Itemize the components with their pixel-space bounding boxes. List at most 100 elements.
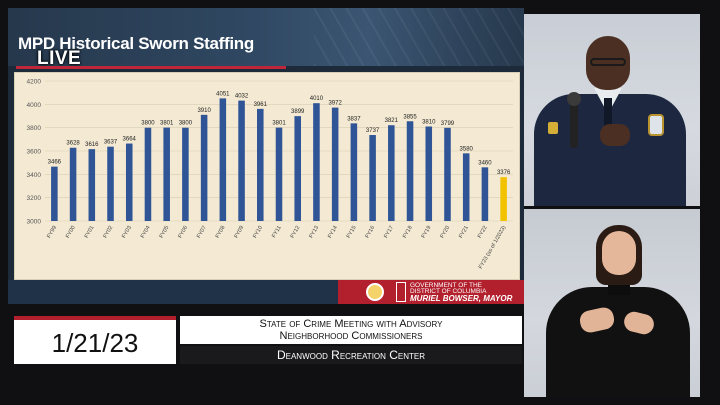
chart-bar — [350, 123, 358, 221]
venue-box: Deanwood Recreation Center — [180, 346, 522, 364]
x-tick-label: FY02 — [102, 225, 114, 239]
x-tick-label: FY15 — [346, 225, 358, 239]
x-tick-label: FY04 — [140, 225, 152, 239]
chart-bar — [125, 143, 133, 221]
bar-value-label: 3466 — [48, 160, 62, 166]
interpreter-face — [602, 231, 636, 275]
chart-bar — [238, 100, 245, 221]
bar-value-label: 3972 — [328, 101, 342, 107]
bar-value-label: 3800 — [141, 121, 155, 127]
chart-bar — [500, 177, 507, 221]
x-tick-label: FY17 — [383, 225, 395, 239]
slide-title: MPD Historical Sworn Staffing — [18, 34, 254, 53]
staffing-chart: 3000 3200 3400 3600 3800 4000 4200 3466 3628 361… — [14, 72, 520, 280]
x-tick-label: FY12 — [290, 225, 302, 239]
event-date: 1/21/23 — [51, 328, 139, 358]
x-tick-label: FY10 — [252, 225, 264, 239]
chart-y-ticks: 3000 3200 3400 3600 3800 4000 4200 — [27, 79, 42, 226]
chart-bar — [275, 127, 283, 221]
sign-interpreter-video-feed — [524, 209, 700, 397]
bar-value-label: 3800 — [179, 121, 193, 127]
bar-value-label: 4010 — [310, 96, 324, 102]
y-tick-label: 3400 — [27, 172, 42, 179]
x-tick-label: FY18 — [402, 225, 414, 239]
x-tick-label: FY05 — [159, 225, 171, 239]
y-tick-label: 4000 — [27, 102, 42, 109]
chart-bar — [331, 107, 339, 221]
event-title-box: State of Crime Meeting with Advisory Nei… — [180, 316, 522, 344]
mayor-line: MURIEL BOWSER, MAYOR — [410, 294, 513, 303]
bar-value-label: 3961 — [254, 102, 268, 108]
speaker-glasses — [590, 58, 626, 66]
x-tick-label: FY11 — [271, 225, 283, 239]
chart-bar — [51, 166, 58, 221]
bar-value-label: 3899 — [291, 109, 305, 115]
chart-bar — [107, 146, 114, 221]
venue-name: Deanwood Recreation Center — [276, 348, 426, 362]
x-tick-label: FY01 — [84, 225, 96, 239]
live-badge: LIVE — [37, 48, 82, 69]
chart-bar — [163, 127, 170, 221]
microphone-head — [567, 92, 581, 106]
date-banner-accent — [14, 316, 176, 320]
speaker-video-feed — [524, 14, 700, 206]
slide-header — [8, 8, 524, 66]
bar-value-label: 3855 — [403, 114, 417, 120]
bar-value-label: 3628 — [66, 141, 80, 147]
chart-svg: 3000 3200 3400 3600 3800 4000 4200 3466 3628 361… — [27, 79, 513, 270]
bar-value-label: 3376 — [497, 170, 511, 176]
dc-flag-icon — [396, 282, 406, 302]
bar-value-label: 4051 — [216, 91, 230, 97]
chart-bar — [200, 114, 208, 221]
bar-value-label: 3801 — [160, 121, 174, 127]
x-tick-label: FY00 — [65, 225, 77, 239]
chart-bar — [388, 125, 395, 221]
title-underline — [16, 66, 286, 69]
x-tick-label: FY07 — [196, 225, 208, 239]
bar-value-label: 3910 — [197, 108, 211, 114]
bar-value-label: 4032 — [235, 94, 249, 100]
x-tick-label: FY09 — [234, 225, 246, 239]
bar-value-label: 3637 — [104, 140, 118, 146]
x-tick-label: FY19 — [421, 225, 433, 239]
interpreter-body — [546, 287, 690, 397]
y-tick-label: 3800 — [27, 125, 42, 132]
chart-data-labels: 3466 3628 3616 3637 3664 3800 3801 3800 3910 4051… — [48, 91, 511, 176]
event-title-line-1: State of Crime Meeting with Advisory — [259, 318, 443, 330]
bar-value-label: 3837 — [347, 116, 361, 122]
bar-value-label: 3821 — [385, 118, 399, 124]
x-tick-label: FY13 — [308, 225, 320, 239]
bar-value-label: 3810 — [422, 120, 436, 126]
y-tick-label: 3200 — [27, 195, 42, 202]
x-tick-label: FY20 — [439, 225, 451, 239]
badge-icon — [548, 122, 558, 134]
chart-bars — [51, 98, 507, 221]
chart-bar — [69, 147, 77, 221]
date-banner: 1/21/23 — [14, 320, 176, 364]
dc-government-logo: GOVERNMENT OF THE DISTRICT OF COLUMBIA M… — [338, 280, 524, 304]
chart-bar — [481, 167, 489, 221]
x-tick-label: FY06 — [177, 225, 189, 239]
x-tick-label: FY14 — [327, 225, 339, 239]
gov-line-1: GOVERNMENT OF THE — [410, 282, 482, 289]
slide-footer: GOVERNMENT OF THE DISTRICT OF COLUMBIA M… — [8, 280, 524, 304]
shoulder-patch-icon — [648, 114, 664, 136]
chart-bar — [313, 103, 320, 221]
y-tick-label: 4200 — [27, 79, 42, 86]
event-title-line-2: Neighborhood Commissioners — [279, 330, 423, 342]
gov-line-2: DISTRICT OF COLUMBIA — [410, 288, 487, 295]
speaker-tie — [604, 98, 612, 138]
x-tick-label: FY21 — [458, 225, 470, 239]
mpd-seal-icon — [366, 283, 384, 301]
microphone-icon — [570, 98, 578, 148]
x-tick-label: FY08 — [215, 225, 227, 239]
x-tick-label: FY99 — [46, 225, 58, 239]
chart-x-ticks: FY99 FY00 FY01 FY02 FY03 FY04 FY05 FY06 FY07 FY08… — [46, 225, 507, 270]
x-tick-label: FY03 — [121, 225, 133, 239]
presentation-slide: MPD Historical Sworn Staffing LIVE 3000 3… — [8, 8, 524, 304]
bar-value-label: 3580 — [460, 146, 474, 152]
chart-bar — [294, 116, 301, 221]
chart-bar — [425, 126, 433, 221]
bar-value-label: 3737 — [366, 128, 380, 134]
